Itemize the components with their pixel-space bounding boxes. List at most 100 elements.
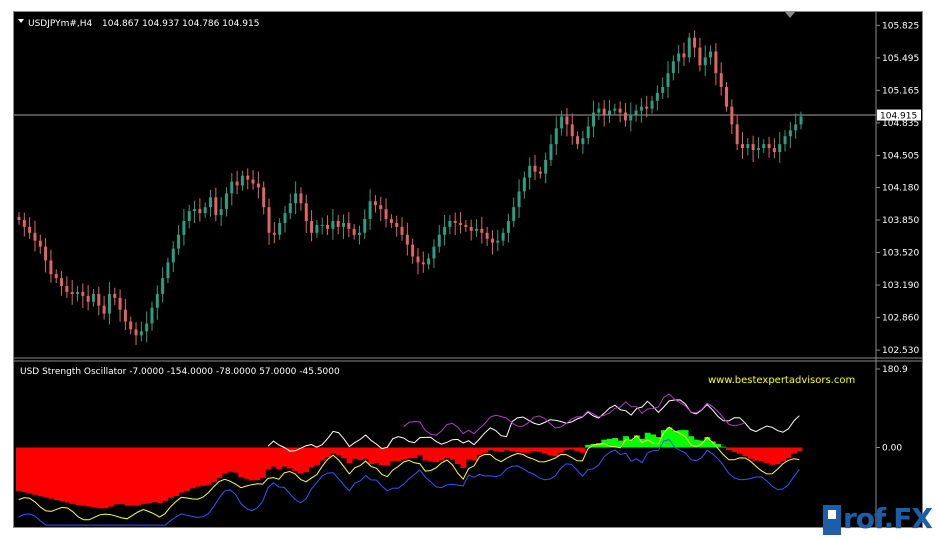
candle-body [38, 240, 42, 247]
candle-body [193, 209, 197, 212]
histogram-bar [558, 447, 564, 453]
histogram-bar [769, 447, 776, 465]
histogram-bar [623, 436, 629, 448]
shift-marker-icon[interactable] [785, 12, 795, 18]
indicator-panel[interactable]: USD Strength Oscillator -7.0000 -154.000… [16, 365, 908, 526]
histogram-bar [167, 447, 174, 498]
histogram-bar [314, 447, 320, 465]
candle-body [719, 73, 723, 87]
candle-body [533, 165, 537, 172]
histogram-bar [156, 447, 163, 504]
candle-body [177, 234, 181, 249]
symbol-label: USDJPYm#,H4 [28, 19, 93, 29]
candle-body [256, 183, 260, 188]
histogram-bar [178, 447, 185, 493]
histogram-bar [509, 447, 516, 451]
histogram-bar [292, 447, 299, 471]
histogram-bar [227, 447, 234, 472]
candle-body [671, 61, 675, 74]
histogram-bar [709, 441, 716, 448]
candle-body [17, 217, 21, 220]
histogram-bar [585, 444, 591, 448]
logo-text: rof.FX [842, 502, 933, 535]
histogram-bar [357, 447, 364, 461]
histogram-bar [48, 447, 55, 499]
histogram-bar [628, 439, 635, 448]
histogram-bar [97, 447, 104, 509]
histogram-bar [427, 447, 434, 462]
histogram-bar [655, 437, 662, 448]
candle-body [629, 114, 633, 121]
price-tick-label: 103.190 [882, 281, 919, 291]
histogram-bar [270, 447, 277, 467]
histogram-bar [373, 447, 380, 464]
symbol-menu-icon[interactable] [18, 19, 24, 23]
candle-body [687, 37, 691, 58]
histogram-bar [194, 447, 201, 487]
chart-window[interactable]: USDJPYm#,H4 104.867 104.937 104.786 104.… [13, 11, 923, 528]
candle-body [262, 187, 266, 208]
candle-body [145, 323, 149, 332]
histogram-bar [205, 447, 212, 485]
histogram-bar [465, 447, 472, 460]
histogram-bar [249, 447, 255, 481]
candle-body [485, 232, 489, 239]
candle-body [209, 197, 213, 208]
candle-body [389, 219, 393, 223]
candle-body [161, 278, 165, 294]
candle-body [581, 138, 585, 145]
histogram-bar [129, 447, 136, 506]
histogram-bar [514, 447, 521, 452]
histogram-bar [232, 447, 239, 473]
candle-body [150, 307, 154, 324]
histogram-bar [297, 447, 304, 474]
strength-line-magenta [403, 393, 746, 436]
histogram-bar [688, 436, 694, 448]
candle-body [357, 232, 361, 235]
candle-body [395, 222, 399, 227]
histogram-bar [211, 447, 217, 483]
histogram-bar [639, 438, 646, 448]
candle-body [118, 297, 122, 310]
candle-body [129, 321, 133, 330]
candle-body [490, 238, 494, 243]
chart-canvas[interactable]: USDJPYm#,H4 104.867 104.937 104.786 104.… [14, 12, 922, 527]
histogram-bar [671, 431, 678, 448]
candle-body [602, 108, 606, 115]
histogram-bar [715, 444, 722, 448]
histogram-bar [444, 447, 451, 458]
candle-body [240, 175, 244, 186]
candle-body [278, 222, 282, 235]
histogram-bar [449, 447, 456, 460]
histogram-bar [704, 437, 711, 448]
histogram-bar [335, 447, 342, 456]
histogram-bar [254, 447, 261, 481]
histogram-bar [498, 447, 505, 452]
candle-body [693, 37, 697, 48]
candle-body [528, 165, 532, 178]
candle-body [586, 126, 590, 139]
histogram-bar [308, 447, 315, 468]
current-price-label: 104.915 [880, 112, 917, 122]
histogram-bar [113, 447, 120, 505]
candle-body [703, 57, 707, 66]
candle-body [91, 293, 95, 302]
histogram-bar [764, 447, 770, 464]
histogram-bar [530, 447, 537, 451]
candle-body [730, 106, 734, 125]
histogram-bar [70, 447, 77, 504]
price-chart-panel[interactable]: USDJPYm#,H4 104.867 104.937 104.786 104.… [14, 12, 922, 527]
histogram-bar [243, 447, 250, 479]
histogram-bar [341, 447, 348, 459]
histogram-bar [151, 447, 158, 503]
histogram-bar [682, 430, 689, 448]
histogram-bar [390, 447, 396, 461]
histogram-bar [102, 447, 109, 509]
histogram-bar [162, 447, 169, 501]
histogram-bar [135, 447, 142, 506]
histogram-bar [438, 447, 445, 461]
candle-body [187, 211, 191, 221]
candle-body [751, 144, 755, 151]
histogram-bar [108, 447, 114, 507]
histogram-bar [395, 447, 402, 461]
